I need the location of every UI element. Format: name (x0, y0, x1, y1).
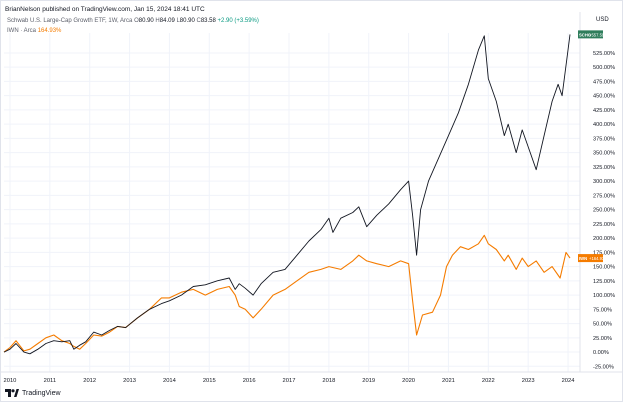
legend-schg-low: 80.90 (179, 18, 195, 24)
legend-schg-h-label: H (155, 18, 160, 24)
tradingview-logo-icon (5, 389, 19, 397)
x-tick-label: 2016 (243, 378, 256, 384)
legend-schg-high: 84.09 (159, 18, 175, 24)
y-tick-label: 375.00% (593, 136, 615, 142)
end-label-bg-iwn (578, 254, 603, 263)
y-tick-label: 125.00% (593, 279, 615, 285)
y-tick-label: 525.00% (593, 51, 615, 57)
published-note: BrianNelson published on TradingView.com… (5, 6, 205, 13)
y-axis[interactable]: -25.00% 0.00% 25.00% 50.00% 75.00% 100.00% 125… (579, 12, 615, 372)
y-tick-label: 425.00% (593, 108, 615, 114)
legend-schg-open: 80.90 (138, 18, 154, 24)
y-tick-label: -25.00% (593, 364, 614, 370)
y-tick-label: 250.00% (593, 208, 615, 214)
y-tick-label: 300.00% (593, 179, 615, 185)
x-tick-label: 2011 (44, 378, 56, 384)
x-axis[interactable]: 2010 2011 2012 2013 2014 2015 2016 2017 2018 2019… (0, 371, 623, 384)
legend-iwn-value: 164.93% (37, 28, 62, 34)
footer-brand[interactable]: TradingView (5, 389, 61, 397)
x-tick-label: 2014 (163, 378, 177, 384)
end-label-bg-schg (578, 30, 603, 39)
legend-schg-close: 83.58 (200, 18, 216, 24)
legend-schg-o-label: O (134, 18, 139, 24)
x-tick-label: 2022 (482, 378, 495, 384)
series-line-iwn (3, 234, 571, 353)
x-tick-label: 2020 (402, 378, 415, 384)
legend-iwn[interactable]: IWN · Arca 164.93% (7, 28, 61, 34)
series-lines (3, 34, 571, 355)
y-tick-label: 475.00% (593, 79, 615, 85)
x-tick-label: 2012 (83, 378, 96, 384)
y-tick-label: 150.00% (593, 265, 615, 271)
x-tick-label: 2018 (322, 378, 335, 384)
end-labels: SCHG+557.59% IWN +164.93% (578, 30, 608, 263)
x-tick-label: 2023 (522, 378, 535, 384)
x-tick-label: 2019 (362, 378, 375, 384)
end-label-value-schg: +557.59% (589, 32, 608, 37)
x-tick-label: 2015 (203, 378, 216, 384)
series-line-schg (3, 34, 571, 355)
y-tick-label: 25.00% (593, 336, 612, 342)
legend-schg-c-label: C (196, 18, 201, 24)
y-tick-label: 275.00% (593, 193, 615, 199)
footer-brand-label: TradingView (22, 389, 61, 397)
x-tick-label: 2017 (283, 378, 296, 384)
y-tick-label: 225.00% (593, 222, 615, 228)
y-tick-label: 50.00% (593, 322, 612, 328)
x-tick-label: 2010 (4, 378, 17, 384)
grid-lines (4, 33, 580, 372)
y-tick-label: 75.00% (593, 307, 612, 313)
y-tick-label: 500.00% (593, 65, 615, 71)
end-label-value-iwn: +164.93% (589, 256, 608, 261)
x-tick-label: 2013 (123, 378, 136, 384)
y-tick-label: 100.00% (593, 293, 615, 299)
legend-schg[interactable]: Schwab U.S. Large-Cap Growth ETF, 1W, Ar… (7, 18, 259, 24)
y-tick-label: 175.00% (593, 250, 615, 256)
y-tick-label: 350.00% (593, 151, 615, 157)
y-tick-label: 400.00% (593, 122, 615, 128)
y-tick-label: 450.00% (593, 94, 615, 100)
legend-schg-name: Schwab U.S. Large-Cap Growth ETF, 1W, Ar… (7, 18, 133, 24)
end-label-name-schg: SCHG (579, 32, 591, 37)
legend-schg-l-label: L (176, 18, 180, 24)
y-tick-label: 200.00% (593, 236, 615, 242)
legend-iwn-name: IWN · Arca (7, 28, 37, 34)
y-tick-label: 0.00% (593, 350, 609, 356)
legend-schg-change: +2.90 (+3.59%) (217, 18, 259, 24)
x-tick-label: 2021 (442, 378, 455, 384)
y-tick-label: 325.00% (593, 165, 615, 171)
end-label-name-iwn: IWN (579, 256, 587, 261)
x-tick-label: 2024 (562, 378, 576, 384)
currency-label[interactable]: USD (596, 17, 609, 23)
